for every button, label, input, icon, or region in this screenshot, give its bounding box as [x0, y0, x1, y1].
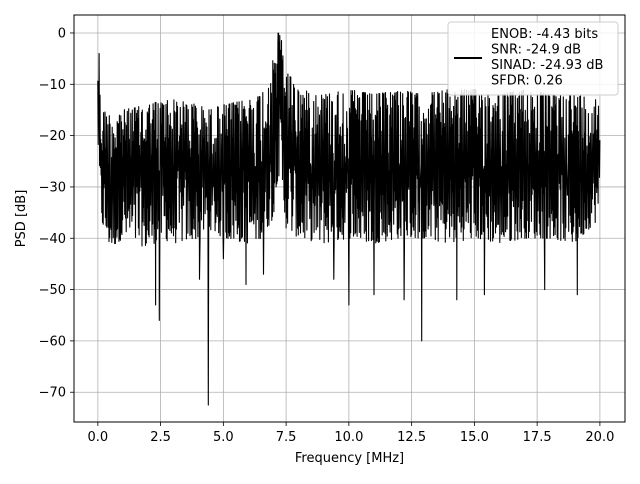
x-tick-label: 7.5 [276, 430, 297, 445]
y-tick-label: −60 [39, 334, 66, 349]
x-tick-label: 12.5 [397, 430, 426, 445]
x-tick-label: 2.5 [150, 430, 171, 445]
y-tick-label: −40 [39, 232, 66, 247]
y-tick-label: −20 [39, 129, 66, 144]
x-tick-label: 0.0 [88, 430, 109, 445]
y-tick-label: −30 [39, 180, 66, 195]
x-tick-label: 15.0 [460, 430, 489, 445]
legend-text-line: SNR: -24.9 dB [491, 43, 581, 58]
legend-text-line: SINAD: -24.93 dB [491, 58, 603, 73]
y-axis-ticks: 0 −10 −20 −30 −40 −50 −60 −70 [39, 26, 74, 400]
y-axis-label: PSD [dB] [14, 190, 29, 248]
x-axis-ticks: 0.0 2.5 5.0 7.5 10.0 12.5 15.0 17.5 20.0 [88, 422, 615, 445]
x-tick-label: 20.0 [585, 430, 614, 445]
legend-text-line: SFDR: 0.26 [491, 74, 563, 89]
x-tick-label: 5.0 [213, 430, 234, 445]
x-tick-label: 10.0 [334, 430, 363, 445]
x-tick-label: 17.5 [523, 430, 552, 445]
legend-text-line: ENOB: -4.43 bits [491, 27, 598, 42]
y-tick-label: 0 [58, 26, 66, 41]
y-tick-label: −50 [39, 283, 66, 298]
y-tick-label: −70 [39, 386, 66, 401]
x-axis-label: Frequency [MHz] [295, 451, 404, 466]
y-tick-label: −10 [39, 78, 66, 93]
